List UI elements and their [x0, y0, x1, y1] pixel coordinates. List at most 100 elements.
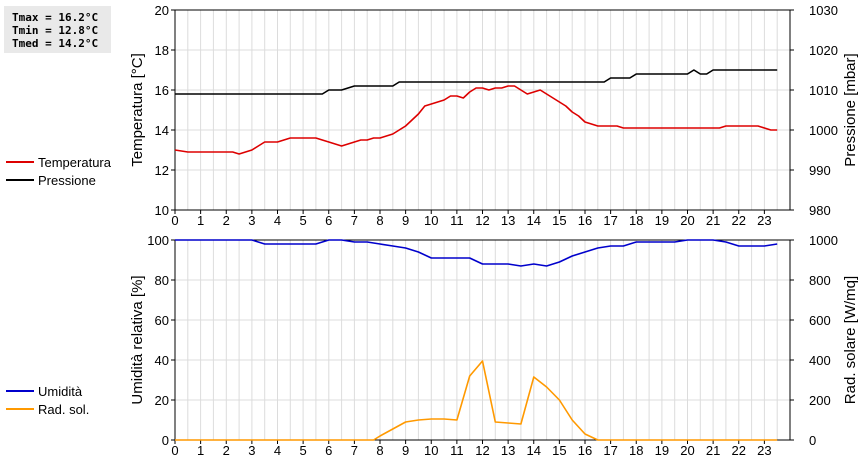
y-right-tick-label: 600	[809, 313, 831, 328]
chart-panel-1: 0 1 2 3 4 5 6 7 8 9 10 11 12 13 14 15 16 17 18 19 20 21 22 2302…	[129, 233, 859, 458]
legend-swatch-temperatura	[6, 161, 34, 163]
legend-label-temperatura: Temperatura	[38, 154, 111, 170]
x-tick-label: 11	[450, 213, 464, 228]
y-right-tick-label: 980	[809, 203, 831, 218]
legend-item-temperatura: Temperatura	[6, 153, 111, 171]
x-tick-label: 16	[578, 443, 592, 458]
x-tick-label: 5	[300, 213, 307, 228]
y-left-tick-label: 100	[147, 233, 169, 248]
y-right-tick-label: 1000	[809, 233, 838, 248]
x-tick-label: 21	[706, 213, 720, 228]
x-tick-label: 9	[402, 213, 409, 228]
legend-item-pressione: Pressione	[6, 171, 111, 189]
y-right-axis-label: Rad. solare [W/mq]	[842, 276, 859, 404]
x-tick-label: 3	[248, 213, 255, 228]
y-right-tick-label: 0	[809, 433, 816, 448]
x-tick-label: 23	[757, 443, 771, 458]
legend-swatch-rad-sol	[6, 408, 34, 410]
x-tick-label: 17	[603, 443, 617, 458]
bottom-legend: Umidità Rad. sol.	[6, 382, 89, 418]
x-tick-label: 8	[376, 213, 383, 228]
x-tick-label: 20	[680, 213, 694, 228]
y-left-tick-label: 12	[155, 163, 169, 178]
y-left-tick-label: 80	[155, 273, 169, 288]
y-right-tick-label: 400	[809, 353, 831, 368]
tmax-text: Tmax = 16.2°C	[12, 11, 99, 24]
x-tick-label: 19	[655, 213, 669, 228]
x-tick-label: 4	[274, 443, 281, 458]
x-tick-label: 19	[655, 443, 669, 458]
y-left-tick-label: 60	[155, 313, 169, 328]
x-tick-label: 16	[578, 213, 592, 228]
legend-label-umidita: Umidità	[38, 383, 83, 399]
series-line-umidit-	[175, 239, 778, 267]
tmed-text: Tmed = 14.2°C	[12, 37, 99, 50]
tmin-text: Tmin = 12.8°C	[12, 24, 99, 37]
y-right-tick-label: 990	[809, 163, 831, 178]
x-tick-label: 10	[424, 213, 438, 228]
x-tick-label: 22	[732, 443, 746, 458]
legend-label-pressione: Pressione	[38, 172, 96, 188]
legend-swatch-umidita	[6, 390, 34, 392]
y-left-tick-label: 40	[155, 353, 169, 368]
x-tick-label: 22	[732, 213, 746, 228]
x-tick-label: 3	[248, 443, 255, 458]
x-tick-label: 2	[223, 443, 230, 458]
x-tick-label: 10	[424, 443, 438, 458]
x-tick-label: 12	[475, 443, 489, 458]
x-tick-label: 21	[706, 443, 720, 458]
legend-item-rad-sol: Rad. sol.	[6, 400, 89, 418]
y-left-tick-label: 14	[155, 123, 169, 138]
x-tick-label: 8	[376, 443, 383, 458]
x-tick-label: 9	[402, 443, 409, 458]
top-legend: Temperatura Pressione	[6, 153, 111, 189]
x-tick-label: 0	[171, 443, 178, 458]
x-tick-label: 7	[351, 213, 358, 228]
x-tick-label: 5	[300, 443, 307, 458]
x-tick-label: 2	[223, 213, 230, 228]
x-tick-label: 15	[552, 443, 566, 458]
x-tick-label: 1	[197, 213, 204, 228]
y-right-tick-label: 800	[809, 273, 831, 288]
x-tick-label: 6	[325, 213, 332, 228]
x-tick-label: 13	[501, 443, 515, 458]
legend-item-umidita: Umidità	[6, 382, 89, 400]
x-tick-label: 14	[527, 443, 541, 458]
series-line-rad-sol-	[175, 360, 778, 441]
y-right-tick-label: 1000	[809, 123, 838, 138]
y-left-tick-label: 20	[155, 393, 169, 408]
y-left-tick-label: 0	[162, 433, 169, 448]
y-left-tick-label: 16	[155, 83, 169, 98]
x-tick-label: 13	[501, 213, 515, 228]
x-tick-label: 12	[475, 213, 489, 228]
x-tick-label: 18	[629, 443, 643, 458]
x-tick-label: 7	[351, 443, 358, 458]
series-line-pressione	[175, 69, 778, 95]
x-tick-label: 23	[757, 213, 771, 228]
y-right-tick-label: 200	[809, 393, 831, 408]
y-left-axis-label: Umidità relativa [%]	[129, 275, 146, 404]
x-tick-label: 15	[552, 213, 566, 228]
x-tick-label: 14	[527, 213, 541, 228]
x-tick-label: 6	[325, 443, 332, 458]
chart-panel-0: 0 1 2 3 4 5 6 7 8 9 10 11 12 13 14 15 16 17 18 19 20 21 22 2310…	[129, 3, 859, 228]
legend-swatch-pressione	[6, 179, 34, 181]
y-left-tick-label: 18	[155, 43, 169, 58]
y-left-tick-label: 20	[155, 3, 169, 18]
stats-box: Tmax = 16.2°C Tmin = 12.8°C Tmed = 14.2°…	[4, 6, 111, 53]
x-tick-label: 1	[197, 443, 204, 458]
x-tick-label: 17	[603, 213, 617, 228]
x-tick-label: 0	[171, 213, 178, 228]
y-left-tick-label: 10	[155, 203, 169, 218]
legend-label-rad-sol: Rad. sol.	[38, 401, 90, 417]
y-right-tick-label: 1020	[809, 43, 838, 58]
x-tick-label: 4	[274, 213, 281, 228]
series-line-temperatura	[174, 85, 778, 155]
y-right-tick-label: 1010	[809, 83, 838, 98]
x-tick-label: 18	[629, 213, 643, 228]
y-left-axis-label: Temperatura [°C]	[129, 53, 146, 167]
x-tick-label: 11	[450, 443, 464, 458]
x-tick-label: 20	[680, 443, 694, 458]
y-right-tick-label: 1030	[809, 3, 838, 18]
